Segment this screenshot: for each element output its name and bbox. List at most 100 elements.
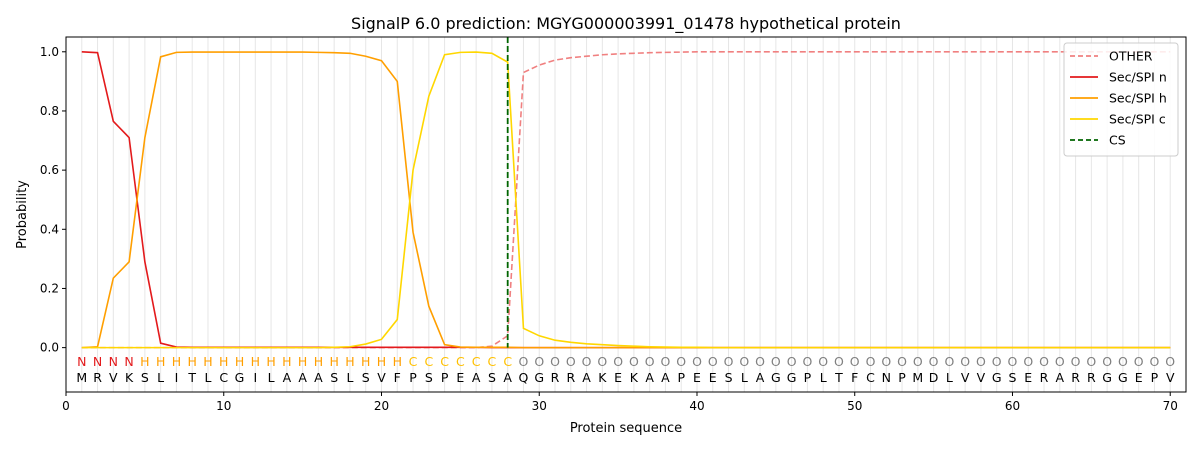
label-letter: C: [488, 354, 497, 369]
residue-letter: E: [1024, 370, 1032, 385]
grid-lines: [81, 37, 1171, 392]
label-letter: H: [235, 354, 244, 369]
residue-letter: F: [851, 370, 858, 385]
x-tick-label: 60: [1005, 399, 1020, 413]
residue-letter: G: [534, 370, 544, 385]
label-letter: O: [661, 354, 671, 369]
label-letter: O: [1039, 354, 1049, 369]
label-letter: C: [472, 354, 481, 369]
residue-letter: R: [93, 370, 102, 385]
residue-letter: A: [645, 370, 654, 385]
label-letter: O: [802, 354, 812, 369]
residue-letter: S: [488, 370, 496, 385]
x-tick-label: 20: [374, 399, 389, 413]
legend-label: Sec/SPI c: [1109, 112, 1166, 127]
label-letter: O: [519, 354, 529, 369]
residue-letter: P: [409, 370, 417, 385]
label-letter: O: [566, 354, 576, 369]
residue-letter: R: [551, 370, 560, 385]
label-letter: O: [582, 354, 592, 369]
residue-letter: S: [1009, 370, 1017, 385]
label-letter: H: [393, 354, 402, 369]
residue-letter: N: [882, 370, 891, 385]
residue-letter: G: [787, 370, 797, 385]
residue-letter: P: [441, 370, 449, 385]
x-tick-label: 0: [62, 399, 70, 413]
chart-title: SignalP 6.0 prediction: MGYG000003991_01…: [351, 14, 901, 34]
residue-letter: T: [834, 370, 843, 385]
label-letter: O: [834, 354, 844, 369]
residue-letter: E: [1135, 370, 1143, 385]
residue-letter: P: [1151, 370, 1159, 385]
label-letter: H: [377, 354, 386, 369]
residue-letter: L: [346, 370, 353, 385]
label-letter: O: [913, 354, 923, 369]
label-letter: C: [456, 354, 465, 369]
label-letter: H: [219, 354, 228, 369]
residue-letter: R: [1040, 370, 1049, 385]
label-letter: O: [1008, 354, 1018, 369]
residue-letter: E: [693, 370, 701, 385]
label-letter: O: [534, 354, 544, 369]
label-letter: C: [440, 354, 449, 369]
label-letter: O: [771, 354, 781, 369]
label-letter: H: [187, 354, 196, 369]
label-letter: O: [597, 354, 607, 369]
label-letter: O: [550, 354, 560, 369]
residue-letter: P: [677, 370, 685, 385]
residue-letter: A: [756, 370, 765, 385]
residue-letter: L: [946, 370, 953, 385]
y-axis-label: Probability: [15, 180, 30, 249]
x-tick-label: 40: [689, 399, 704, 413]
residue-letter: P: [804, 370, 812, 385]
series-lines: [81, 50, 1171, 349]
residue-letter: E: [614, 370, 622, 385]
label-letter: O: [1023, 354, 1033, 369]
residue-letter: R: [1087, 370, 1096, 385]
label-letter: N: [77, 354, 86, 369]
label-letter: H: [329, 354, 338, 369]
y-tick-label: 1.0: [40, 45, 59, 59]
plot-frame: [65, 36, 1187, 393]
residue-letter: I: [175, 370, 179, 385]
residue-letter: M: [912, 370, 923, 385]
y-tick-label: 0.4: [40, 222, 59, 236]
residue-letter: M: [76, 370, 87, 385]
label-letter: O: [1102, 354, 1112, 369]
residue-letter: A: [298, 370, 307, 385]
residue-letter: R: [1071, 370, 1080, 385]
label-letter: O: [881, 354, 891, 369]
label-letter: H: [140, 354, 149, 369]
label-letter: O: [866, 354, 876, 369]
label-letter: O: [645, 354, 655, 369]
residue-letter: L: [741, 370, 748, 385]
legend-label: OTHER: [1109, 49, 1153, 64]
residue-letter: S: [725, 370, 733, 385]
series-line-sec-spi-c: [81, 51, 1171, 349]
residue-letter: V: [961, 370, 970, 385]
label-letter: O: [818, 354, 828, 369]
residue-letter: A: [1056, 370, 1065, 385]
label-letter: H: [298, 354, 307, 369]
x-tick-label: 70: [1163, 399, 1178, 413]
legend-label: Sec/SPI n: [1109, 70, 1167, 85]
label-letter: N: [93, 354, 102, 369]
label-letter: O: [676, 354, 686, 369]
residue-letter: E: [456, 370, 464, 385]
residue-letter: S: [330, 370, 338, 385]
label-letter: O: [929, 354, 939, 369]
x-tick-label: 30: [532, 399, 547, 413]
label-letter: C: [409, 354, 418, 369]
residue-letter: V: [377, 370, 386, 385]
label-letter: N: [109, 354, 118, 369]
residue-letter: K: [598, 370, 607, 385]
residue-letter: S: [141, 370, 149, 385]
legend-label: Sec/SPI h: [1109, 91, 1167, 106]
residue-letter: A: [472, 370, 481, 385]
residue-letter: P: [898, 370, 906, 385]
residue-letter: K: [630, 370, 639, 385]
residue-letter: L: [157, 370, 164, 385]
label-letter: O: [992, 354, 1002, 369]
label-letter: O: [1118, 354, 1128, 369]
